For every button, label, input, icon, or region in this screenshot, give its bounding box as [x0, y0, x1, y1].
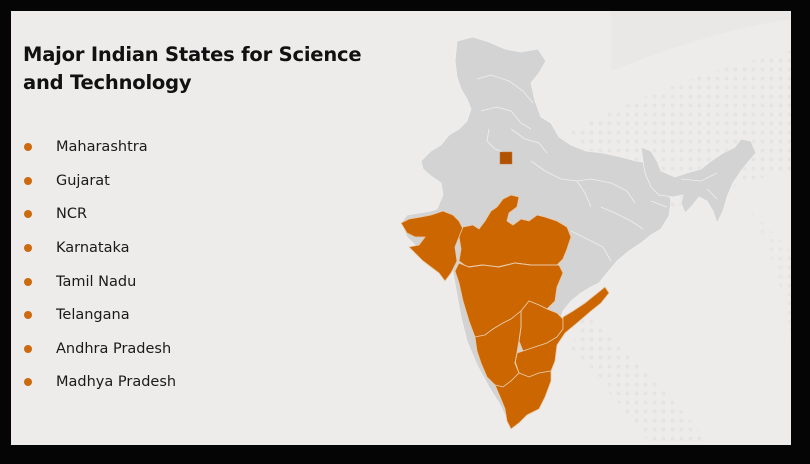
list-item-label: Gujarat — [56, 173, 110, 189]
state-andhra-pradesh — [514, 286, 610, 378]
bullet-icon — [24, 143, 32, 151]
title-line-2: and Technology — [23, 71, 192, 94]
bullet-icon — [24, 244, 32, 252]
list-item-label: Tamil Nadu — [56, 274, 137, 290]
page-title: Major Indian States for Science and Tech… — [23, 41, 403, 97]
list-item: Andhra Pradesh — [11, 339, 311, 359]
list-item-label: Andhra Pradesh — [56, 341, 172, 357]
list-item: Maharashtra — [11, 137, 311, 157]
bullet-icon — [24, 311, 32, 319]
bullet-icon — [24, 210, 32, 218]
highlight-borders — [458, 262, 559, 374]
list-item-label: NCR — [56, 206, 88, 222]
list-item: Madhya Pradesh — [11, 372, 311, 392]
list-item: Gujarat — [11, 171, 311, 191]
list-item-label: Madhya Pradesh — [56, 374, 177, 390]
ncr-marker — [499, 151, 513, 165]
list-item-label: Maharashtra — [56, 139, 148, 155]
list-item: Tamil Nadu — [11, 272, 311, 292]
list-item-label: Karnataka — [56, 240, 130, 256]
highlighted-states — [400, 194, 610, 430]
list-item: Telangana — [11, 305, 311, 325]
list-item: Karnataka — [11, 238, 311, 258]
state-gujarat — [400, 210, 464, 282]
list-item-label: Telangana — [56, 307, 130, 323]
state-tamil-nadu — [494, 370, 552, 430]
bullet-icon — [24, 177, 32, 185]
india-map — [400, 36, 757, 430]
bullet-icon — [24, 345, 32, 353]
slide: Major Indian States for Science and Tech… — [11, 11, 791, 445]
bullet-icon — [24, 378, 32, 386]
title-line-1: Major Indian States for Science — [23, 43, 362, 66]
list-item: NCR — [11, 204, 311, 224]
bullet-icon — [24, 278, 32, 286]
